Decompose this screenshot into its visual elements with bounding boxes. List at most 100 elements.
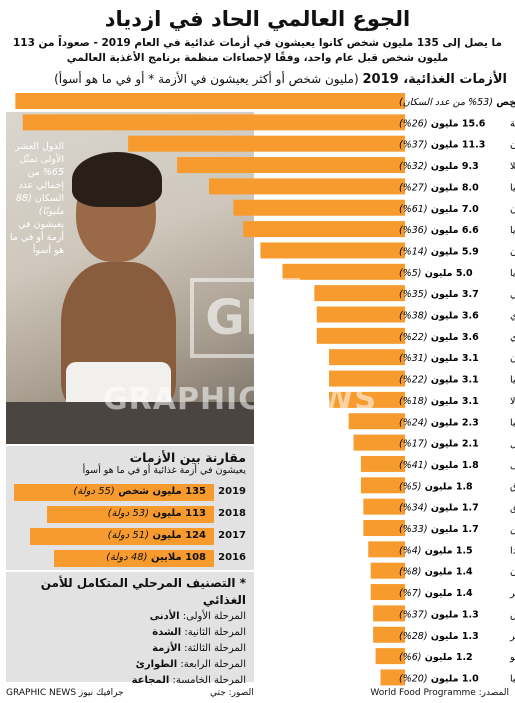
value-label-17: 1.8 مليون (41%) <box>399 460 479 471</box>
page-title: الجوع العالمي الحاد في ازدياد <box>104 7 411 31</box>
value-label-13: 3.1 مليون (22%) <box>399 375 479 386</box>
bar-27 <box>380 669 405 686</box>
country-label-4: اثيوبيا <box>510 182 515 193</box>
value-label-12: 3.1 مليون (31%) <box>399 353 479 364</box>
bar-15 <box>348 413 405 430</box>
value-label-1: 15.6 مليون (26%) <box>399 118 486 129</box>
comparison-bar-2017 <box>30 528 214 545</box>
country-label-20: فلسطين <box>510 524 515 535</box>
bar-20 <box>363 520 405 536</box>
footer-photo-credit: الصور: جتي <box>210 688 254 698</box>
country-label-25: مدغشقر <box>509 631 515 642</box>
country-label-1: ج. الكونغو الديمقراطية <box>510 118 515 129</box>
value-label-26: 1.2 مليون (6%) <box>399 652 473 663</box>
comparison-rows: 2019 135 مليون شخص (55 دولة) 2018 113 مليون… <box>6 481 254 569</box>
value-label-27: 1.0 مليون (20%) <box>399 673 479 684</box>
country-label-2: أفغانستان <box>510 138 515 151</box>
photo-note-pct: 65% <box>42 167 64 178</box>
country-label-22: الكاميرون <box>510 567 515 578</box>
bar-4 <box>208 178 405 195</box>
comparison-bar-2018 <box>46 506 214 523</box>
comparison-bar-2016 <box>54 550 214 567</box>
ipc-phase-name: الأدنى <box>149 611 180 622</box>
country-label-19: موزمبيق <box>510 503 515 514</box>
value-label-2: 11.3 مليون (37%) <box>399 140 485 151</box>
country-label-17: ج. أفريقيا الوسطى <box>510 458 515 471</box>
ipc-phase-name: الشدة <box>152 627 182 638</box>
bar-17 <box>360 455 405 472</box>
header: الجوع العالمي الحاد في ازدياد ما يصل إلى… <box>0 0 515 90</box>
child-photo <box>6 112 254 444</box>
value-label-24: 1.3 مليون (37%) <box>399 609 479 620</box>
bar-25 <box>373 626 405 643</box>
ipc-phase: المرحلة الخامسة: المجاعة <box>14 673 246 689</box>
value-label-11: 3.6 مليون (22%) <box>399 332 479 343</box>
bar-14 <box>329 391 405 408</box>
bar-2 <box>128 135 405 152</box>
country-label-9: هايتي <box>510 289 515 300</box>
value-label-8: 5.0 مليون (5%) <box>399 268 473 279</box>
comparison-subtitle: يعيشون في أزمة غذائية أو في ما هو أسوأ <box>82 465 246 476</box>
bar-16 <box>353 434 405 451</box>
chart-title-main: الأزمات الغذائية، 2019 <box>362 72 507 87</box>
comparison-countries: (55 دولة) <box>73 486 115 497</box>
photo-note: الدول العشر الأولى تمثّل 65% من إجمالي ع… <box>8 140 64 257</box>
country-label-18: العراق <box>510 481 515 492</box>
comparison-panel: مقارنة بين الأزمات يعيشون في أزمة غذائية… <box>6 446 254 570</box>
ipc-phase: المرحلة الثانية: الشدة <box>14 625 246 641</box>
ipc-list: المرحلة الأولى: الأدنى المرحلة الثانية: ا… <box>14 609 246 689</box>
ipc-phase-label: المرحلة الثالثة: <box>180 643 246 654</box>
photo-child-hair <box>72 152 162 207</box>
watermark-logo: GN <box>190 278 300 358</box>
bar-12 <box>329 349 405 366</box>
country-label-15: زامبيا <box>510 417 515 428</box>
country-label-24: بنغلاديش <box>510 609 515 620</box>
value-label-21: 1.5 مليون (4%) <box>399 545 473 556</box>
ipc-phase-label: المرحلة الثانية: <box>181 627 246 638</box>
value-label-7: 5.9 مليون (14%) <box>399 246 479 257</box>
country-label-7: السودان <box>510 246 515 257</box>
comparison-bar-2019 <box>14 484 214 501</box>
comparison-year: 2018 <box>218 508 246 519</box>
value-label-3: 9.3 مليون (32%) <box>399 161 479 172</box>
value-label-9: 3.7 مليون (35%) <box>399 289 479 300</box>
bar-chart: اليمن15.9 مليون شخص (53% من عدد السكان) ج… <box>15 93 515 686</box>
comparison-row: 2017 124 مليون (51 دولة) <box>6 525 254 547</box>
ipc-phase-name: المجاعة <box>131 675 170 686</box>
comparison-row: 2016 108 ملايين (48 دولة) <box>6 547 254 569</box>
bar-21 <box>368 541 405 558</box>
value-label-15: 2.3 مليون (24%) <box>399 417 479 428</box>
ipc-phase: المرحلة الثالثة: الأزمة <box>14 641 246 657</box>
ipc-phase-name: الطوارئ <box>135 659 178 670</box>
bar-13 <box>329 370 405 387</box>
value-label-14: 3.1 مليون (18%) <box>399 396 479 407</box>
country-label-3: فنزويلا <box>510 161 515 172</box>
value-label-4: 8.0 مليون (27%) <box>399 182 479 193</box>
bar-0 <box>15 93 406 109</box>
comparison-year: 2016 <box>218 552 246 563</box>
country-label-16: الصومال <box>510 439 515 450</box>
bar-11 <box>316 327 405 344</box>
value-label-19: 1.7 مليون (34%) <box>399 503 479 514</box>
value-label-20: 1.7 مليون (33%) <box>399 524 479 535</box>
comparison-year: 2019 <box>218 486 246 497</box>
ipc-phase-name: الأزمة <box>152 643 181 654</box>
bar-8 <box>282 263 405 280</box>
footer: GRAPHIC NEWS جرافيك نيوز الصور: جتي المص… <box>0 684 515 703</box>
ipc-phase-label: المرحلة الخامسة: <box>169 675 247 686</box>
value-label-18: 1.8 مليون (5%) <box>399 481 473 492</box>
value-label-16: 2.1 مليون (17%) <box>399 439 479 450</box>
country-label-23: النيجر <box>509 588 515 599</box>
footer-brand: GRAPHIC NEWS جرافيك نيوز <box>6 688 124 698</box>
value-label-5: 7.0 مليون (61%) <box>399 204 479 215</box>
country-label-8: شمال نيجيريا <box>510 268 515 279</box>
country-label-5: جنوب السودان <box>510 204 515 215</box>
country-label-27: تنزانيا <box>510 673 515 684</box>
bar-5 <box>233 199 405 216</box>
value-label-10: 3.6 مليون (38%) <box>399 311 479 322</box>
bar-24 <box>373 605 405 622</box>
bar-18 <box>360 477 405 494</box>
comparison-value: 124 مليون (51 دولة) <box>108 530 206 541</box>
comparison-year: 2017 <box>218 530 246 541</box>
comparison-value-label: 113 مليون <box>149 508 206 519</box>
